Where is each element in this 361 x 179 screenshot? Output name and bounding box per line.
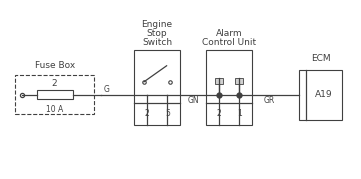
Text: 2: 2 bbox=[52, 79, 57, 88]
Bar bbox=[15, 75, 94, 114]
Bar bbox=[37, 90, 73, 99]
Text: 2: 2 bbox=[216, 109, 221, 118]
Text: A19: A19 bbox=[316, 90, 333, 99]
Text: 10 A: 10 A bbox=[46, 105, 63, 114]
Text: Engine: Engine bbox=[142, 20, 173, 29]
Text: GN: GN bbox=[187, 96, 199, 105]
Text: 5: 5 bbox=[165, 109, 170, 118]
Text: GR: GR bbox=[264, 96, 275, 105]
Bar bbox=[235, 78, 243, 84]
Text: Fuse Box: Fuse Box bbox=[35, 61, 75, 70]
Text: Switch: Switch bbox=[142, 38, 172, 47]
Text: G: G bbox=[103, 85, 109, 94]
Text: Stop: Stop bbox=[147, 29, 168, 38]
Bar bbox=[299, 70, 342, 120]
Text: Alarm: Alarm bbox=[216, 29, 242, 38]
Text: 2: 2 bbox=[144, 109, 149, 118]
Text: 1: 1 bbox=[237, 109, 242, 118]
Bar bbox=[215, 78, 223, 84]
Bar bbox=[134, 50, 180, 125]
Text: Control Unit: Control Unit bbox=[202, 38, 256, 47]
Text: ECM: ECM bbox=[311, 54, 331, 63]
Bar bbox=[206, 50, 252, 125]
